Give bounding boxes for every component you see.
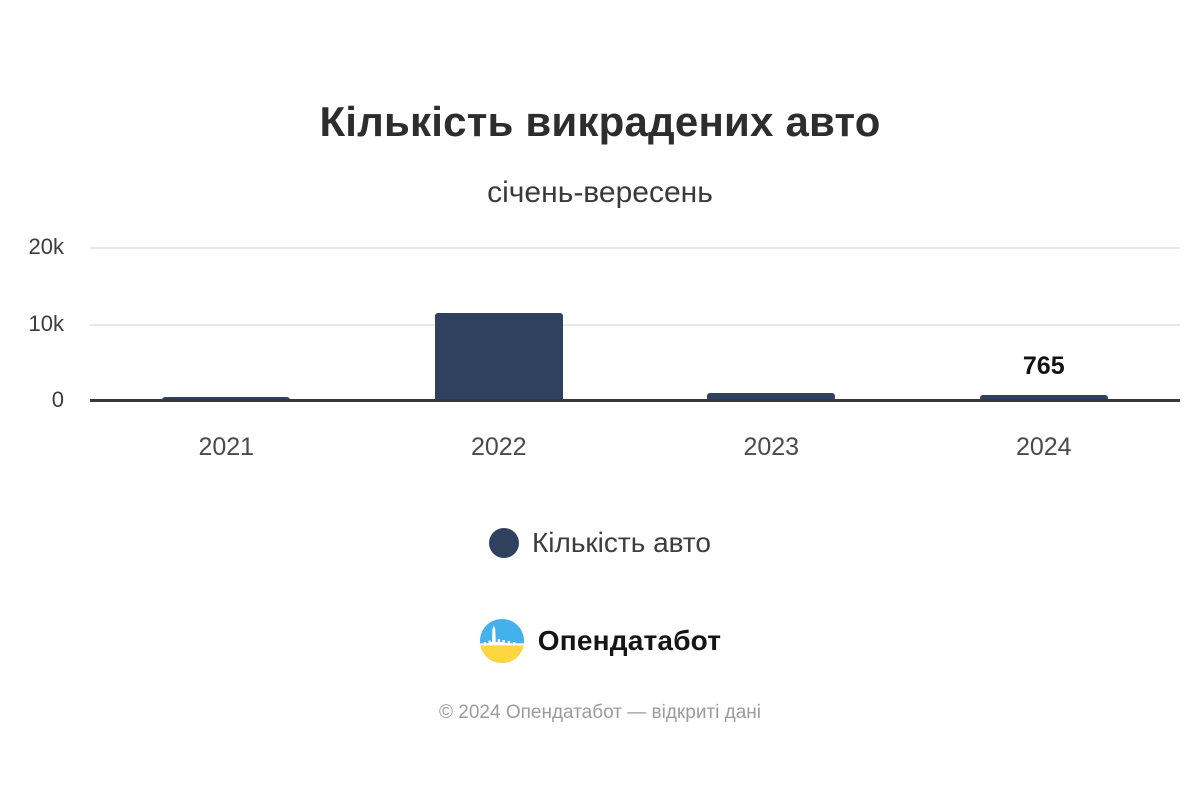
bar-slot-2021 <box>90 396 363 401</box>
x-axis-label-2021: 2021 <box>198 433 255 461</box>
opendatabot-logo-text: Опендатабот <box>537 625 722 656</box>
gridline-20k <box>90 247 1180 249</box>
legend-label: Кількість авто <box>531 527 712 558</box>
x-axis-labels: 2021 2022 2023 2024 <box>90 433 1180 462</box>
legend-circle-marker-icon <box>488 528 519 558</box>
bar-value-label-2024: 765 <box>1022 352 1065 381</box>
opendatabot-logo-icon <box>479 618 524 664</box>
chart-title: Кількість викрадених авто <box>319 98 881 145</box>
copyright-note: © 2024 Опендатабот — відкриті дані <box>439 702 761 723</box>
y-axis-tick-20k: 20k <box>28 234 64 259</box>
x-axis-label-2023: 2023 <box>743 433 800 461</box>
bar-2021 <box>162 396 291 401</box>
x-axis-label-2022: 2022 <box>470 433 527 461</box>
bar-slot-2023 <box>635 392 908 401</box>
y-axis-tick-10k: 10k <box>28 311 64 336</box>
bar-slot-2024: 765 <box>908 354 1181 401</box>
gridline-10k <box>90 324 1180 326</box>
bars-container: 765 <box>90 247 1180 401</box>
bar-2022 <box>434 312 563 401</box>
bar-slot-2022 <box>363 312 636 401</box>
y-axis-tick-0: 0 <box>51 387 64 412</box>
legend: Кількість авто <box>0 527 1200 559</box>
bar-2024 <box>979 395 1108 401</box>
chart-subtitle: січень-вересень <box>487 176 713 209</box>
x-axis-label-2024: 2024 <box>1015 433 1072 461</box>
bar-2023 <box>707 392 836 401</box>
plot-area: 765 <box>90 247 1180 402</box>
x-axis-line <box>90 399 1180 402</box>
opendatabot-logo: Опендатабот <box>0 618 1200 664</box>
